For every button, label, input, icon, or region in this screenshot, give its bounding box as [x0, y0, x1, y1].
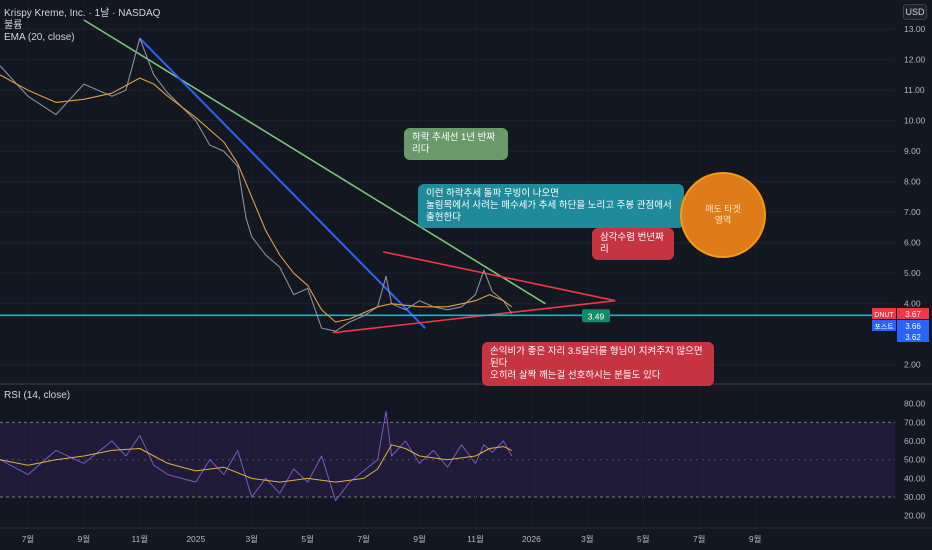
rsi-tick-label: 40.00	[904, 473, 926, 483]
callout-breakout-line1: 이런 하락추세 돌파 무빙이 나오면	[426, 188, 676, 200]
price-tick-label: 2.00	[904, 360, 921, 370]
time-tick-label: 5월	[301, 534, 314, 544]
price-tick-label: 12.00	[904, 55, 926, 65]
volume-label: 불륨	[4, 20, 22, 32]
rsi-label: RSI (14, close)	[4, 390, 70, 401]
callout-triangle-text: 삼각수렴 번년짜리	[600, 232, 664, 255]
rsi-tick-label: 70.00	[904, 417, 926, 427]
callout-trend-break-text: 하락 추세선 1년 반짜리다	[412, 132, 495, 155]
chart-title: Krispy Kreme, Inc. · 1날 · NASDAQ	[4, 8, 160, 20]
rsi-tick-label: 50.00	[904, 455, 926, 465]
sell-target-zone: 매도 타겟 영역	[680, 172, 766, 258]
price-box-value: 3.49	[588, 311, 605, 321]
rsi-tick-label: 80.00	[904, 399, 926, 409]
rsi-tick-label: 60.00	[904, 436, 926, 446]
time-tick-label: 5월	[637, 534, 650, 544]
time-tick-label: 3월	[245, 534, 258, 544]
price-tick-label: 4.00	[904, 299, 921, 309]
time-tick-label: 7월	[22, 534, 35, 544]
price-tick-label: 8.00	[904, 177, 921, 187]
callout-triangle: 삼각수렴 번년짜리	[592, 228, 674, 260]
time-tick-label: 7월	[357, 534, 370, 544]
price-tick-label: 6.00	[904, 238, 921, 248]
time-tick-label: 11월	[132, 534, 149, 544]
price-tick-label: 5.00	[904, 268, 921, 278]
callout-trend-break: 하락 추세선 1년 반짜리다	[404, 128, 508, 160]
rsi-tick-label: 30.00	[904, 492, 926, 502]
time-tick-label: 2025	[186, 534, 205, 544]
callout-risk-line2: 오히려 살짝 깨는걸 선호하시는 분들도 있다	[490, 370, 706, 382]
callout-risk-line1: 손익비가 좋은 자리 3.5달러를 형님이 지켜주지 않으면 된다	[490, 346, 706, 370]
post-tag-label: 포스트	[874, 323, 894, 331]
time-tick-label: 11월	[467, 534, 484, 544]
time-tick-label: 2026	[522, 534, 541, 544]
currency-button[interactable]: USD	[903, 4, 927, 20]
post-tag-value: 3.66	[905, 322, 921, 331]
dnut-tag-value: 3.67	[905, 310, 921, 319]
price-tick-label: 10.00	[904, 116, 926, 126]
price-tick-label: 13.00	[904, 24, 926, 34]
support-tag-value: 3.62	[905, 333, 921, 342]
price-tick-label: 9.00	[904, 146, 921, 156]
ema-label: EMA (20, close)	[4, 32, 75, 44]
dnut-tag-label: DNUT	[874, 312, 894, 319]
callout-breakout-line2: 눌림목에서 사려는 매수세가 추세 하단을 노리고 주봉 관점에서 출현한다	[426, 200, 676, 224]
rsi-tick-label: 20.00	[904, 511, 926, 521]
time-tick-label: 9월	[413, 534, 426, 544]
time-tick-label: 9월	[749, 534, 762, 544]
sell-target-line2: 영역	[715, 215, 732, 226]
price-tick-label: 11.00	[904, 85, 925, 95]
price-tick-label: 7.00	[904, 207, 921, 217]
time-tick-label: 3월	[581, 534, 594, 544]
callout-breakout: 이런 하락추세 돌파 무빙이 나오면 눌림목에서 사려는 매수세가 추세 하단을…	[418, 184, 684, 228]
sell-target-line1: 매도 타겟	[705, 204, 741, 215]
time-tick-label: 9월	[78, 534, 91, 544]
time-tick-label: 7월	[693, 534, 706, 544]
callout-risk: 손익비가 좋은 자리 3.5달러를 형님이 지켜주지 않으면 된다 오히려 살짝…	[482, 342, 714, 386]
